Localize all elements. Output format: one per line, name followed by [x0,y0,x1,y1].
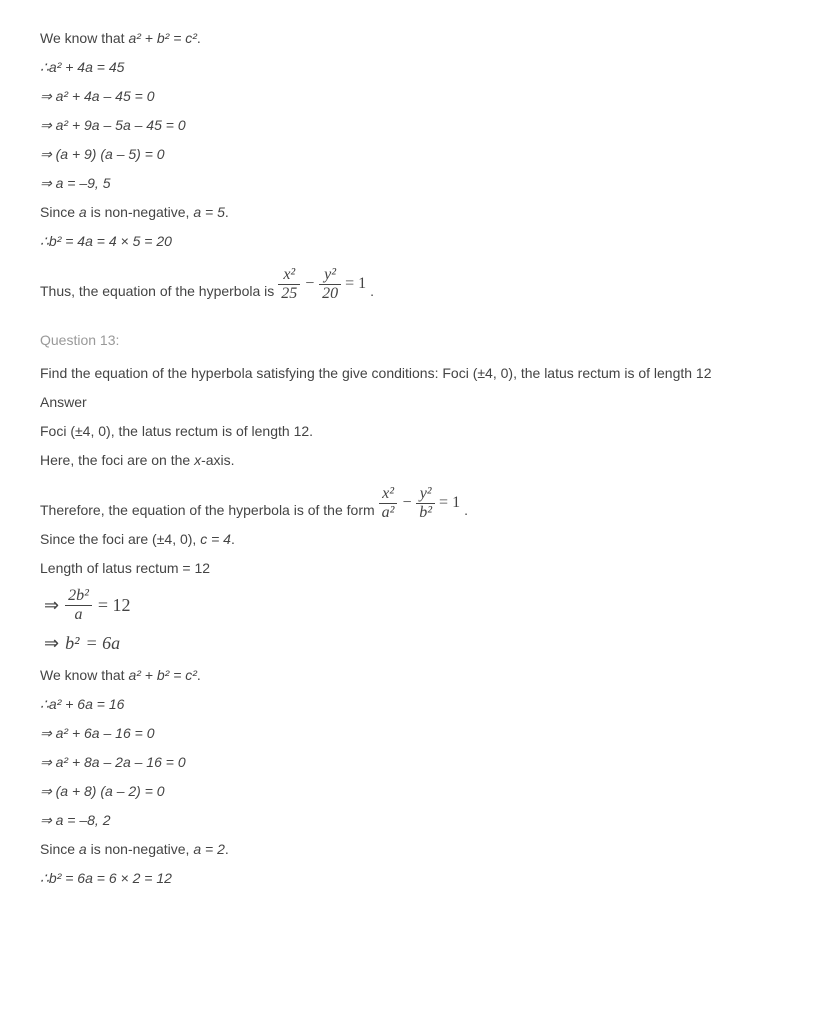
equation: a² + b² = c² [128,667,196,683]
numerator: y² [416,485,435,504]
equation: a² + b² = c² [128,30,196,46]
minus: − [401,491,412,515]
denominator: a [65,606,92,624]
text: Therefore, the equation of the hyperbola… [40,500,375,521]
equation-line: Therefore, the equation of the hyperbola… [40,485,800,521]
text-line: Here, the foci are on the x-axis. [40,450,800,471]
numerator: x² [278,266,300,285]
equals: = 1 [439,491,460,515]
denominator: 20 [319,285,341,303]
text: . [231,531,235,547]
text: Since [40,841,79,857]
equation-block: ⇒ b² = 6a [40,630,800,657]
equation: c = 4 [200,531,231,547]
text-line: Length of latus rectum = 12 [40,558,800,579]
fraction: 2b² a [65,587,92,623]
answer-label: Answer [40,392,800,413]
text: . [370,281,374,302]
text: . [464,500,468,521]
text: Thus, the equation of the hyperbola is [40,281,274,302]
fraction: y² 20 [319,266,341,302]
text: Here, the foci are on the [40,452,194,468]
text-line: Since a is non-negative, a = 2. [40,839,800,860]
text: . [225,204,229,220]
text-line: We know that a² + b² = c². [40,28,800,49]
equation-line: ⇒ (a + 8) (a – 2) = 0 [40,781,800,802]
text: We know that [40,667,128,683]
equation-line: ⇒ a = –8, 2 [40,810,800,831]
equation: a = 5 [193,204,225,220]
equation-line: ⇒ a = –9, 5 [40,173,800,194]
equals: = 1 [345,272,366,296]
fraction: x² a² [379,485,398,521]
text: is non-negative, [87,204,194,220]
text-line: Foci (±4, 0), the latus rectum is of len… [40,421,800,442]
text: -axis. [201,452,234,468]
arrow: ⇒ [44,630,59,657]
text: . [197,667,201,683]
equation-block: ⇒ 2b² a = 12 [40,587,800,623]
denominator: 25 [278,285,300,303]
text: . [225,841,229,857]
denominator: b² [416,504,435,522]
denominator: a² [379,504,398,522]
arrow: ⇒ [44,592,59,619]
variable: a [79,204,87,220]
fraction-equation: x² 25 − y² 20 = 1 [278,266,366,302]
fraction: x² 25 [278,266,300,302]
equation-line: Thus, the equation of the hyperbola is x… [40,266,800,302]
lhs: b² [65,630,79,657]
minus: − [304,272,315,296]
equation-line: ∴a² + 4a = 45 [40,57,800,78]
equation: a = 2 [193,841,225,857]
question-prompt: Find the equation of the hyperbola satis… [40,363,800,384]
rhs: = 6a [86,630,121,657]
text: Since [40,204,79,220]
equation-line: ⇒ a² + 8a – 2a – 16 = 0 [40,752,800,773]
equation-line: ⇒ a² + 6a – 16 = 0 [40,723,800,744]
text: We know that [40,30,128,46]
fraction: y² b² [416,485,435,521]
equation-line: ⇒ a² + 9a – 5a – 45 = 0 [40,115,800,136]
rhs: = 12 [98,592,131,619]
fraction-equation: x² a² − y² b² = 1 [379,485,460,521]
text-line: Since a is non-negative, a = 5. [40,202,800,223]
numerator: 2b² [65,587,92,606]
question-heading: Question 13: [40,330,800,351]
text: . [197,30,201,46]
equation-line: ⇒ (a + 9) (a – 5) = 0 [40,144,800,165]
equation-line: ⇒ a² + 4a – 45 = 0 [40,86,800,107]
equation-line: ∴a² + 6a = 16 [40,694,800,715]
variable: a [79,841,87,857]
numerator: y² [319,266,341,285]
text: Since the foci are (±4, 0), [40,531,200,547]
numerator: x² [379,485,398,504]
text: is non-negative, [87,841,194,857]
equation-line: ∴b² = 4a = 4 × 5 = 20 [40,231,800,252]
text-line: We know that a² + b² = c². [40,665,800,686]
text-line: Since the foci are (±4, 0), c = 4. [40,529,800,550]
equation-line: ∴b² = 6a = 6 × 2 = 12 [40,868,800,889]
